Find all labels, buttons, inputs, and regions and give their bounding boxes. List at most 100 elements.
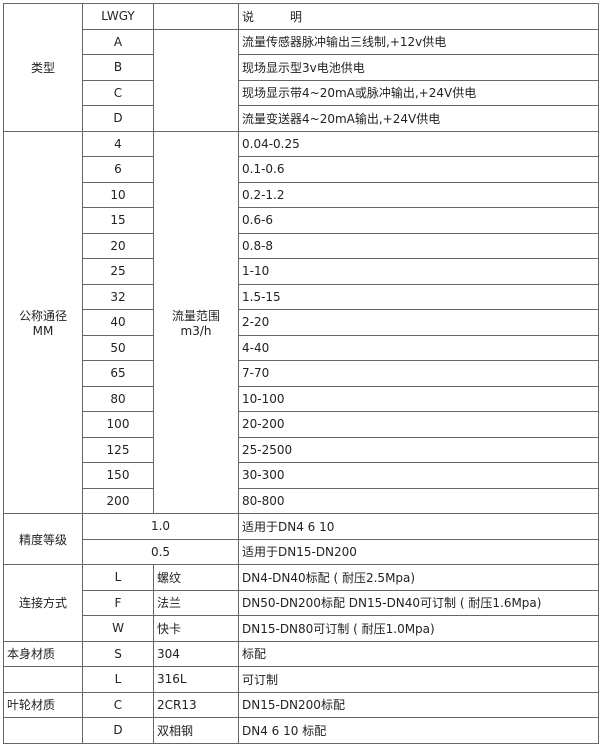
table-cell: DN15-DN200标配 bbox=[238, 691, 599, 718]
table-cell bbox=[3, 717, 83, 744]
table-row: 连接方式 L 螺纹 DN4-DN40标配 ( 耐压2.5Mpa) bbox=[3, 564, 599, 642]
table-cell: 4 bbox=[82, 130, 154, 157]
table-row: 精度等级 1.0 适用于DN4 6 10 bbox=[3, 513, 599, 565]
table-row: 10 0.2-1.2 bbox=[4, 181, 599, 208]
table-cell: 32 bbox=[82, 283, 154, 310]
table-cell: 150 bbox=[82, 462, 154, 489]
cell-text: MM bbox=[32, 323, 54, 338]
table-row: W 快卡 DN15-DN80可订制 ( 耐压1.0Mpa) bbox=[4, 615, 599, 642]
table-cell: 现场显示型3v电池供电 bbox=[238, 54, 599, 81]
table-cell: 30-300 bbox=[238, 462, 599, 489]
table-row: 本身材质 S 304 标配 bbox=[3, 640, 599, 667]
table-cell: B bbox=[82, 54, 154, 81]
table-row: 65 7-70 bbox=[4, 360, 599, 387]
table-cell: DN4 6 10 标配 bbox=[238, 717, 599, 744]
table-cell: 65 bbox=[82, 360, 154, 387]
table-cell: 125 bbox=[82, 436, 154, 463]
table-row: 80 10-100 bbox=[4, 385, 599, 412]
flow-range-label: 流量范围 m3/h bbox=[153, 130, 239, 514]
impeller-material-label: 叶轮材质 bbox=[3, 691, 83, 718]
connection-label: 连接方式 bbox=[3, 564, 83, 642]
table-cell: 10 bbox=[82, 181, 154, 208]
table-cell: 7-70 bbox=[238, 360, 599, 387]
table-cell: 适用于DN15-DN200 bbox=[238, 538, 599, 565]
table-row: 0.5 适用于DN15-DN200 bbox=[4, 538, 599, 565]
table-row: B 现场显示型3v电池供电 bbox=[4, 54, 599, 81]
table-cell: 现场显示带4~20mA或脉冲输出,+24V供电 bbox=[238, 79, 599, 106]
table-row: D 双相钢 DN4 6 10 标配 bbox=[3, 717, 599, 744]
table-cell: 0.6-6 bbox=[238, 207, 599, 234]
cell-text: m3/h bbox=[180, 323, 212, 338]
table-cell: 适用于DN4 6 10 bbox=[238, 513, 599, 540]
table-row: 100 20-200 bbox=[4, 411, 599, 438]
table-cell: 流量变送器4~20mA输出,+24V供电 bbox=[238, 105, 599, 132]
table-cell: F bbox=[82, 589, 154, 616]
table-cell: D bbox=[82, 717, 154, 744]
table-cell: 15 bbox=[82, 207, 154, 234]
diameter-label: 公称通径 MM bbox=[3, 130, 83, 514]
table-cell: 法兰 bbox=[153, 589, 239, 616]
table-cell: 0.2-1.2 bbox=[238, 181, 599, 208]
description-header: 说 明 bbox=[238, 3, 599, 30]
cell-text: 流量范围 bbox=[171, 308, 220, 323]
table-cell: 流量传感器脉冲输出三线制,+12v供电 bbox=[238, 28, 599, 55]
table-row: 公称通径 MM 4 流量范围 m3/h 0.04-0.25 bbox=[3, 130, 599, 514]
table-cell: 0.8-8 bbox=[238, 232, 599, 259]
table-cell bbox=[153, 28, 239, 132]
table-cell: 25-2500 bbox=[238, 436, 599, 463]
table-cell: A bbox=[82, 28, 154, 55]
cell-text: 公称通径 bbox=[18, 308, 67, 323]
table-cell: 80-800 bbox=[238, 487, 599, 514]
lwgy-selection-table: 类型 LWGY 说 明 A 流量传感器脉冲输出三线制,+12v供电 B 现场显示型3v电池供… bbox=[3, 3, 599, 744]
type-label: 类型 bbox=[3, 3, 83, 132]
table-cell: D bbox=[82, 105, 154, 132]
table-row: 20 0.8-8 bbox=[4, 232, 599, 259]
table-cell: 1.0 bbox=[82, 513, 239, 540]
table-row: 125 25-2500 bbox=[4, 436, 599, 463]
table-row: 叶轮材质 C 2CR13 DN15-DN200标配 bbox=[3, 691, 599, 718]
table-row: 15 0.6-6 bbox=[4, 207, 599, 234]
table-cell: 50 bbox=[82, 334, 154, 361]
table-cell: S bbox=[82, 640, 154, 667]
table-row: 25 1-10 bbox=[4, 258, 599, 285]
table-cell: C bbox=[82, 79, 154, 106]
table-row: A 流量传感器脉冲输出三线制,+12v供电 bbox=[4, 28, 599, 132]
table-cell: 10-100 bbox=[238, 385, 599, 412]
table-row: 200 80-800 bbox=[4, 487, 599, 514]
table-cell: 1.5-15 bbox=[238, 283, 599, 310]
table-row: 类型 LWGY 说 明 bbox=[3, 3, 599, 132]
table-row: 50 4-40 bbox=[4, 334, 599, 361]
table-cell: 40 bbox=[82, 309, 154, 336]
table-cell: 316L bbox=[153, 666, 239, 693]
table-row: F 法兰 DN50-DN200标配 DN15-DN40可订制 ( 耐压1.6Mpa) bbox=[4, 589, 599, 616]
table-cell: 2CR13 bbox=[153, 691, 239, 718]
table-cell bbox=[153, 3, 239, 30]
table-cell: 304 bbox=[153, 640, 239, 667]
table-cell: 80 bbox=[82, 385, 154, 412]
table-cell: 20 bbox=[82, 232, 154, 259]
table-cell: 标配 bbox=[238, 640, 599, 667]
table-cell: 20-200 bbox=[238, 411, 599, 438]
table-cell: 0.04-0.25 bbox=[238, 130, 599, 157]
table-cell: W bbox=[82, 615, 154, 642]
table-cell: 100 bbox=[82, 411, 154, 438]
table-cell: L bbox=[82, 666, 154, 693]
table-cell: 可订制 bbox=[238, 666, 599, 693]
table-cell: 0.1-0.6 bbox=[238, 156, 599, 183]
table-row: L 316L 可订制 bbox=[3, 666, 599, 693]
table-row: D 流量变送器4~20mA输出,+24V供电 bbox=[4, 105, 599, 132]
model-header: LWGY bbox=[82, 3, 154, 30]
table-cell: DN4-DN40标配 ( 耐压2.5Mpa) bbox=[238, 564, 599, 591]
table-row: 32 1.5-15 bbox=[4, 283, 599, 310]
table-cell: 25 bbox=[82, 258, 154, 285]
table-cell: 200 bbox=[82, 487, 154, 514]
table-cell: C bbox=[82, 691, 154, 718]
table-cell: 0.5 bbox=[82, 538, 239, 565]
accuracy-label: 精度等级 bbox=[3, 513, 83, 565]
table-cell: 6 bbox=[82, 156, 154, 183]
table-cell: 螺纹 bbox=[153, 564, 239, 591]
table-cell bbox=[3, 666, 83, 693]
table-row: 6 0.1-0.6 bbox=[4, 156, 599, 183]
table-cell: DN50-DN200标配 DN15-DN40可订制 ( 耐压1.6Mpa) bbox=[238, 589, 599, 616]
table-row: C 现场显示带4~20mA或脉冲输出,+24V供电 bbox=[4, 79, 599, 106]
